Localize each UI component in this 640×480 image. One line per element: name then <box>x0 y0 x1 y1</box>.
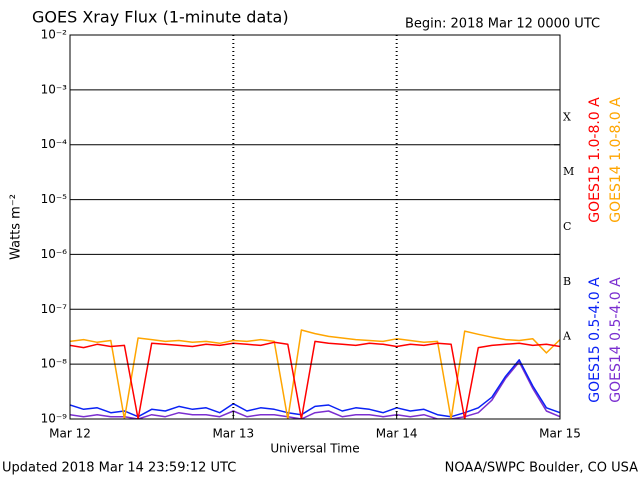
flare-class-label: B <box>563 275 571 288</box>
x-tick-label: Mar 14 <box>376 427 418 441</box>
series-line <box>70 361 560 419</box>
x-tick-label: Mar 12 <box>49 427 91 441</box>
y-tick-label: 10⁻⁶ <box>41 247 68 261</box>
flare-class-label: C <box>563 220 571 233</box>
y-tick-label: 10⁻⁹ <box>41 412 68 426</box>
y-axis-label: Watts m⁻² <box>9 194 24 260</box>
chart-title: GOES Xray Flux (1-minute data) <box>32 8 289 27</box>
chart-subtitle: Begin: 2018 Mar 12 0000 UTC <box>405 17 600 32</box>
y-tick-label: 10⁻⁵ <box>41 192 68 206</box>
legend-entry: GOES14 0.5-4.0 A <box>608 277 624 403</box>
y-tick-label: 10⁻⁷ <box>41 302 68 316</box>
series-line <box>70 329 560 419</box>
y-tick-label: 10⁻³ <box>41 82 68 96</box>
series-line <box>70 359 560 418</box>
flare-class-label: M <box>563 165 574 178</box>
y-tick-label: 10⁻⁸ <box>41 357 68 371</box>
plot-area <box>70 329 560 419</box>
series-line <box>70 340 560 419</box>
x-tick-label: Mar 15 <box>539 427 581 441</box>
flare-class-label: X <box>563 110 571 123</box>
y-tick-label: 10⁻² <box>41 28 68 42</box>
x-tick-label: Mar 13 <box>212 427 254 441</box>
legend-entry: GOES15 0.5-4.0 A <box>587 277 603 403</box>
legend-entry: GOES14 1.0-8.0 A <box>608 97 624 223</box>
x-axis-label: Universal Time <box>270 442 359 456</box>
legend-entry: GOES15 1.0-8.0 A <box>587 97 603 223</box>
footer-left: Updated 2018 Mar 14 23:59:12 UTC <box>2 461 236 476</box>
flare-class-label: A <box>562 330 572 343</box>
footer-right: NOAA/SWPC Boulder, CO USA <box>445 461 638 476</box>
y-tick-label: 10⁻⁴ <box>41 137 68 151</box>
